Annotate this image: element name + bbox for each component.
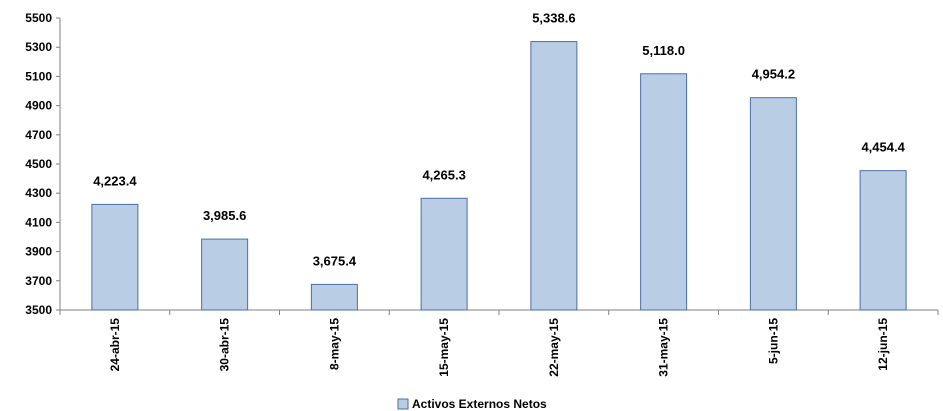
y-tick-label: 4700: [25, 128, 52, 142]
y-axis: 3500 3700 3900 4100 4300 4500 4700 4900 5100 5300…: [25, 11, 61, 317]
legend-swatch: [397, 398, 409, 410]
x-tick-label-12-jun-15: 12-jun-15: [876, 318, 890, 371]
data-label-5-jun-15: 4,954.2: [752, 67, 795, 82]
x-tick-label-24-abr-15: 24-abr-15: [108, 318, 122, 372]
data-label-22-may-15: 5,338.6: [532, 11, 575, 26]
y-tick-label: 4300: [25, 186, 52, 200]
data-label-12-jun-15: 4,454.4: [861, 140, 905, 155]
bar-12-jun-15: [859, 170, 907, 311]
y-tick-label: 4100: [25, 215, 52, 229]
y-tick-label: 4900: [25, 99, 52, 113]
data-label-15-may-15: 4,265.3: [422, 167, 465, 182]
data-labels: 4,223.4 3,985.6 3,675.4 4,265.3 5,338.6 5,118…: [93, 11, 905, 269]
y-tick-label: 4500: [25, 157, 52, 171]
data-label-30-abr-15: 3,985.6: [203, 208, 246, 223]
bar-8-may-15: [310, 283, 358, 311]
y-tick-label: 5500: [25, 11, 52, 25]
data-label-8-may-15: 3,675.4: [313, 253, 357, 268]
bar-22-may-15: [530, 41, 578, 311]
legend: Activos Externos Netos: [397, 397, 547, 411]
bar-5-jun-15: [749, 97, 797, 311]
bars: [91, 41, 907, 311]
x-tick-label-5-jun-15: 5-jun-15: [766, 318, 780, 364]
x-tick-label-31-may-15: 31-may-15: [657, 318, 671, 377]
y-tick-label: 5300: [25, 40, 52, 54]
x-tick-label-8-may-15: 8-may-15: [327, 318, 341, 370]
x-tick-label-30-abr-15: 30-abr-15: [218, 318, 232, 372]
x-tick-label-15-may-15: 15-may-15: [437, 318, 451, 377]
y-tick-label: 3900: [25, 245, 52, 259]
bar-24-abr-15: [91, 203, 139, 311]
x-axis: 24-abr-15 30-abr-15 8-may-15 15-may-15 22-ma…: [59, 309, 939, 377]
bar-15-may-15: [420, 197, 468, 311]
bar-31-may-15: [640, 73, 688, 311]
y-tick-label: 5100: [25, 69, 52, 83]
x-tick-label-22-may-15: 22-may-15: [547, 318, 561, 377]
bar-30-abr-15: [201, 238, 249, 311]
legend-label: Activos Externos Netos: [412, 397, 547, 411]
data-label-31-may-15: 5,118.0: [642, 43, 685, 58]
y-tick-label: 3500: [25, 303, 52, 317]
data-label-24-abr-15: 4,223.4: [93, 173, 137, 188]
y-tick-label: 3700: [25, 274, 52, 288]
